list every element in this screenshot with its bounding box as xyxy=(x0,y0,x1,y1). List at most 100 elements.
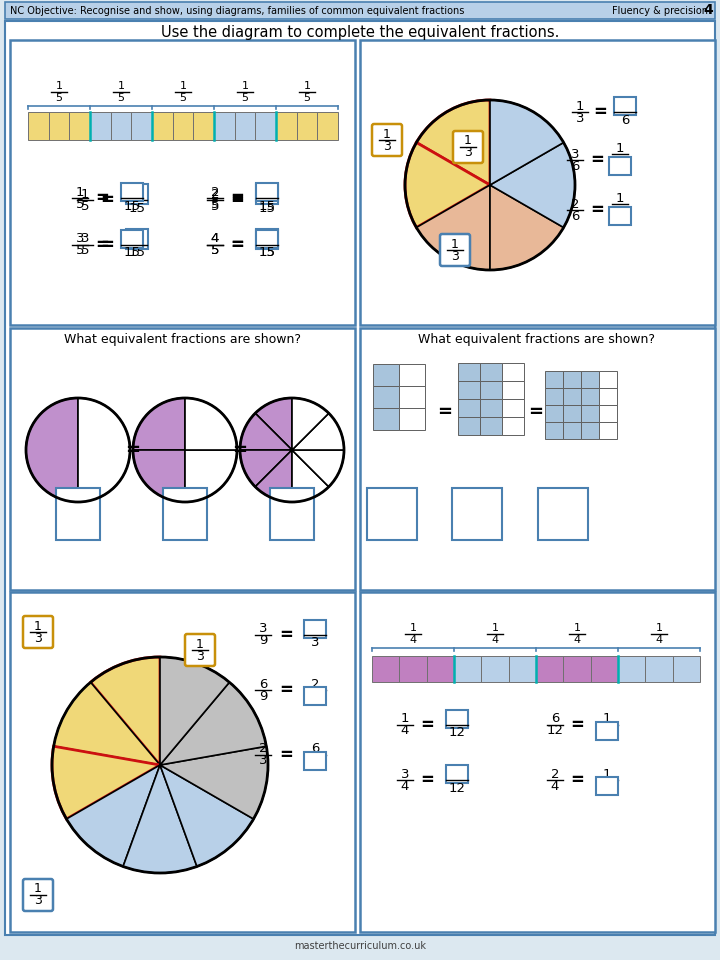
Bar xyxy=(545,422,563,439)
Polygon shape xyxy=(292,398,329,450)
Polygon shape xyxy=(160,765,253,867)
Bar xyxy=(614,97,636,115)
Bar xyxy=(28,112,49,140)
Bar xyxy=(131,112,152,140)
Bar xyxy=(446,765,468,783)
Bar xyxy=(545,388,563,405)
Text: 5: 5 xyxy=(55,93,63,103)
Text: 1: 1 xyxy=(196,637,204,651)
Polygon shape xyxy=(292,450,344,487)
Text: =: = xyxy=(279,626,293,644)
Bar xyxy=(618,656,645,682)
Polygon shape xyxy=(133,398,185,450)
Bar xyxy=(256,183,278,201)
Polygon shape xyxy=(255,450,292,502)
FancyBboxPatch shape xyxy=(23,879,53,911)
Text: 15: 15 xyxy=(258,247,276,259)
Text: =: = xyxy=(590,201,604,219)
Bar xyxy=(214,112,235,140)
FancyBboxPatch shape xyxy=(372,124,402,156)
Text: 15: 15 xyxy=(128,202,145,214)
Text: 1: 1 xyxy=(383,128,391,140)
Text: =: = xyxy=(95,236,109,254)
Text: 12: 12 xyxy=(449,781,466,795)
Text: =: = xyxy=(125,441,140,459)
Text: 6: 6 xyxy=(311,742,319,756)
Text: =: = xyxy=(230,236,244,254)
Text: 1: 1 xyxy=(117,81,125,91)
Bar xyxy=(5,2,715,19)
Text: 4: 4 xyxy=(655,635,662,645)
Text: 3: 3 xyxy=(451,250,459,262)
Bar xyxy=(599,388,617,405)
Polygon shape xyxy=(160,657,230,765)
Bar xyxy=(256,229,278,249)
Bar xyxy=(360,40,715,325)
Text: =: = xyxy=(570,771,584,789)
Polygon shape xyxy=(52,746,160,819)
Bar xyxy=(596,777,618,795)
Text: 15: 15 xyxy=(124,200,140,212)
Bar xyxy=(480,399,502,417)
Bar xyxy=(90,112,111,140)
Bar xyxy=(372,656,400,682)
Text: 15: 15 xyxy=(124,247,140,259)
Polygon shape xyxy=(292,413,344,450)
Bar xyxy=(502,399,524,417)
Polygon shape xyxy=(66,765,160,867)
Polygon shape xyxy=(405,142,490,228)
Bar xyxy=(545,371,563,388)
Text: 4: 4 xyxy=(211,232,219,246)
Bar xyxy=(126,184,148,204)
Text: 4: 4 xyxy=(703,4,713,17)
Text: 5: 5 xyxy=(304,93,310,103)
FancyBboxPatch shape xyxy=(23,616,53,648)
Bar xyxy=(373,408,399,430)
Text: 4: 4 xyxy=(410,635,417,645)
Text: 6: 6 xyxy=(551,712,559,726)
Text: =: = xyxy=(230,189,244,207)
Text: 3: 3 xyxy=(576,111,584,125)
Text: 4: 4 xyxy=(211,232,219,246)
Bar xyxy=(458,399,480,417)
Text: 1: 1 xyxy=(492,623,498,633)
Text: =: = xyxy=(528,403,544,421)
Text: 4: 4 xyxy=(551,780,559,793)
Bar xyxy=(399,408,425,430)
Bar xyxy=(69,112,90,140)
Bar xyxy=(458,417,480,435)
Text: 5: 5 xyxy=(211,200,220,212)
Text: =: = xyxy=(420,771,434,789)
Text: 3: 3 xyxy=(311,636,319,650)
Bar xyxy=(502,363,524,381)
Text: =: = xyxy=(593,103,607,121)
Bar xyxy=(256,230,278,248)
Bar xyxy=(590,656,618,682)
Text: 1: 1 xyxy=(616,191,624,204)
Polygon shape xyxy=(490,100,564,185)
Text: 3: 3 xyxy=(464,147,472,159)
Bar xyxy=(270,488,314,540)
Bar xyxy=(458,381,480,399)
Polygon shape xyxy=(54,683,160,765)
Bar xyxy=(360,592,715,932)
Text: 1: 1 xyxy=(401,712,409,726)
Bar xyxy=(563,388,581,405)
Bar xyxy=(536,656,563,682)
Bar xyxy=(599,405,617,422)
Text: 3: 3 xyxy=(401,767,409,780)
Bar xyxy=(10,40,355,325)
Polygon shape xyxy=(91,657,160,765)
Text: =: = xyxy=(279,681,293,699)
Text: =: = xyxy=(95,189,109,207)
Text: 6: 6 xyxy=(571,159,579,173)
Text: 1: 1 xyxy=(574,623,580,633)
Text: NC Objective: Recognise and show, using diagrams, families of common equivalent : NC Objective: Recognise and show, using … xyxy=(10,6,464,15)
Bar xyxy=(581,388,599,405)
Text: 3: 3 xyxy=(34,632,42,644)
Text: Use the diagram to complete the equivalent fractions.: Use the diagram to complete the equivale… xyxy=(161,25,559,39)
Bar xyxy=(427,656,454,682)
Text: 15: 15 xyxy=(258,247,276,259)
Polygon shape xyxy=(490,142,575,228)
Text: 5: 5 xyxy=(81,245,89,257)
